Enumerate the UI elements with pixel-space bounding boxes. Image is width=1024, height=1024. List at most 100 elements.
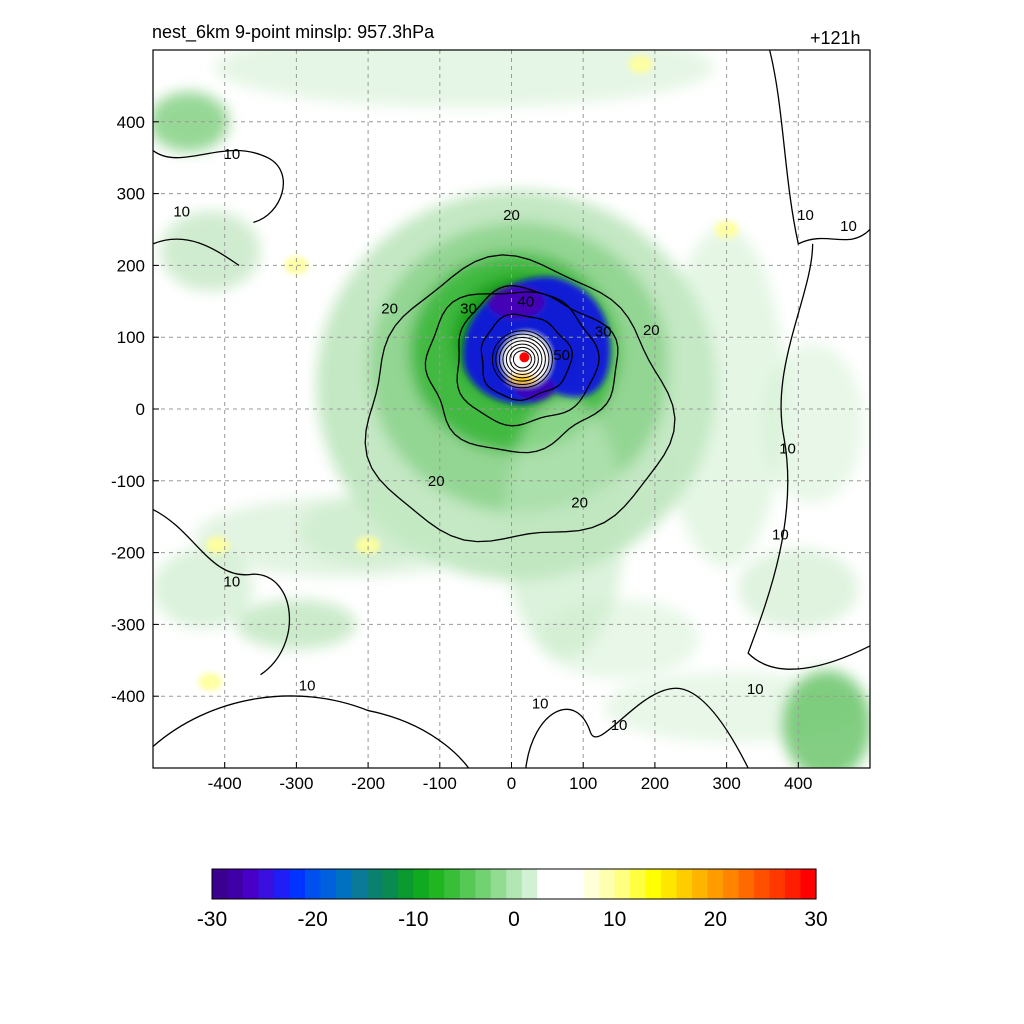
contour-line — [153, 695, 470, 768]
colorbar-swatch — [692, 869, 709, 899]
contour-line — [153, 238, 240, 266]
contour-label-layer: 10 10 10 10 10 10 10 10 10 10 10 20 20 20 20 20 30 30 40 50 — [173, 146, 856, 734]
contour-line — [456, 284, 600, 427]
colorbar-tick-label: 10 — [603, 908, 626, 931]
contour-line — [424, 291, 619, 454]
x-tick-label: 200 — [641, 774, 669, 793]
contour-line — [153, 508, 291, 676]
colorbar-swatch — [537, 869, 554, 899]
field-layer — [153, 50, 870, 768]
colorbar-swatch — [599, 869, 616, 899]
contour-layer — [153, 50, 870, 768]
colorbar-swatch — [754, 869, 771, 899]
colorbar-swatch — [506, 869, 523, 899]
x-tick-label: -300 — [279, 774, 313, 793]
x-tick-label: -100 — [423, 774, 457, 793]
colorbar-swatch — [397, 869, 414, 899]
colorbar-swatch — [769, 869, 786, 899]
contour-label: 20 — [643, 322, 660, 339]
colorbar-frame — [211, 868, 817, 900]
y-tick-label: 200 — [117, 256, 145, 275]
colorbar-swatch — [413, 869, 430, 899]
contour-line — [153, 149, 284, 223]
contour-label: 10 — [611, 717, 628, 734]
contour-label: 10 — [299, 677, 316, 694]
contour-label: 30 — [460, 300, 477, 317]
colorbar-swatch — [490, 869, 507, 899]
contour-label: 50 — [553, 347, 570, 364]
colorbar-swatch — [475, 869, 492, 899]
contour-label: 10 — [532, 695, 549, 712]
colorbar-swatch — [212, 869, 229, 899]
colorbar-swatch — [661, 869, 678, 899]
contour-line — [480, 313, 573, 402]
colorbar-tick-label: -10 — [398, 908, 428, 931]
colorbar-tick-label: 0 — [508, 908, 520, 931]
contour-label: 40 — [517, 293, 534, 310]
x-tick-label: 0 — [507, 774, 516, 793]
x-tick-label: -400 — [208, 774, 242, 793]
colorbar-swatch — [227, 869, 244, 899]
colorbar-swatch — [521, 869, 538, 899]
colorbar-swatch — [320, 869, 337, 899]
contour-line — [495, 333, 550, 385]
y-tick-label: 0 — [136, 400, 145, 419]
y-tick-label: 300 — [117, 185, 145, 204]
y-tick-label: -400 — [111, 687, 145, 706]
contour-label: 20 — [381, 300, 398, 317]
colorbar-tick-label: 30 — [804, 908, 827, 931]
forecast-hour-label: +121h — [810, 28, 861, 48]
y-tick-label: -200 — [111, 544, 145, 563]
colorbar-swatch — [351, 869, 368, 899]
colorbar-swatch — [428, 869, 445, 899]
contour-label: 10 — [224, 573, 241, 590]
x-tick-label: -200 — [351, 774, 385, 793]
contour-line — [491, 330, 553, 389]
x-tick-label: 100 — [569, 774, 597, 793]
contour-line — [525, 687, 749, 768]
colorbar-swatch — [645, 869, 662, 899]
contour-label: 20 — [428, 473, 445, 490]
colorbar-tick-label: 20 — [704, 908, 727, 931]
colorbar-swatch — [242, 869, 260, 899]
colorbar-swatch — [800, 869, 817, 899]
contour-label: 30 — [595, 323, 612, 340]
contour-line — [364, 254, 676, 543]
y-tick-label: -100 — [111, 472, 145, 491]
y-tick-label: -300 — [111, 615, 145, 634]
x-tick-label: 400 — [784, 774, 812, 793]
colorbar-swatch — [723, 869, 740, 899]
colorbar-swatch — [552, 869, 569, 899]
colorbar-swatch — [258, 869, 275, 899]
contour-line — [747, 243, 870, 670]
colorbar-swatch — [382, 869, 399, 899]
contour-line — [512, 350, 532, 369]
contour-line — [505, 343, 539, 376]
colorbar-tick-label: -30 — [197, 908, 227, 931]
colorbar-swatch — [614, 869, 631, 899]
colorbar-swatch — [335, 869, 352, 899]
contour-line — [502, 340, 543, 379]
axes-layer: -400 -300 -200 -100 0 100 200 300 40040030020010… — [111, 113, 813, 793]
contour-label: 10 — [772, 527, 789, 544]
colorbar-swatch — [676, 869, 693, 899]
colorbar-swatch — [444, 869, 461, 899]
contour-label: 20 — [571, 494, 588, 511]
contour-label: 10 — [779, 440, 796, 457]
contour-label: 10 — [797, 207, 814, 224]
colorbar-swatch — [366, 869, 383, 899]
colorbar-swatch — [304, 869, 322, 899]
colorbar-swatch — [583, 869, 600, 899]
colorbar-tick-label: -20 — [297, 908, 327, 931]
colorbar-swatch — [785, 869, 802, 899]
contour-line — [498, 336, 546, 382]
colorbar-swatch — [568, 869, 585, 899]
contour-label: 20 — [503, 207, 520, 224]
colorbar: -30 -20 -10 0 10 20 30 — [197, 868, 828, 931]
contour-label: 10 — [173, 204, 190, 221]
colorbar-swatch — [273, 869, 291, 899]
contour-label: 10 — [224, 146, 241, 163]
y-tick-label: 400 — [117, 113, 145, 132]
chart-title: nest_6km 9-point minslp: 957.3hPa — [152, 22, 435, 42]
